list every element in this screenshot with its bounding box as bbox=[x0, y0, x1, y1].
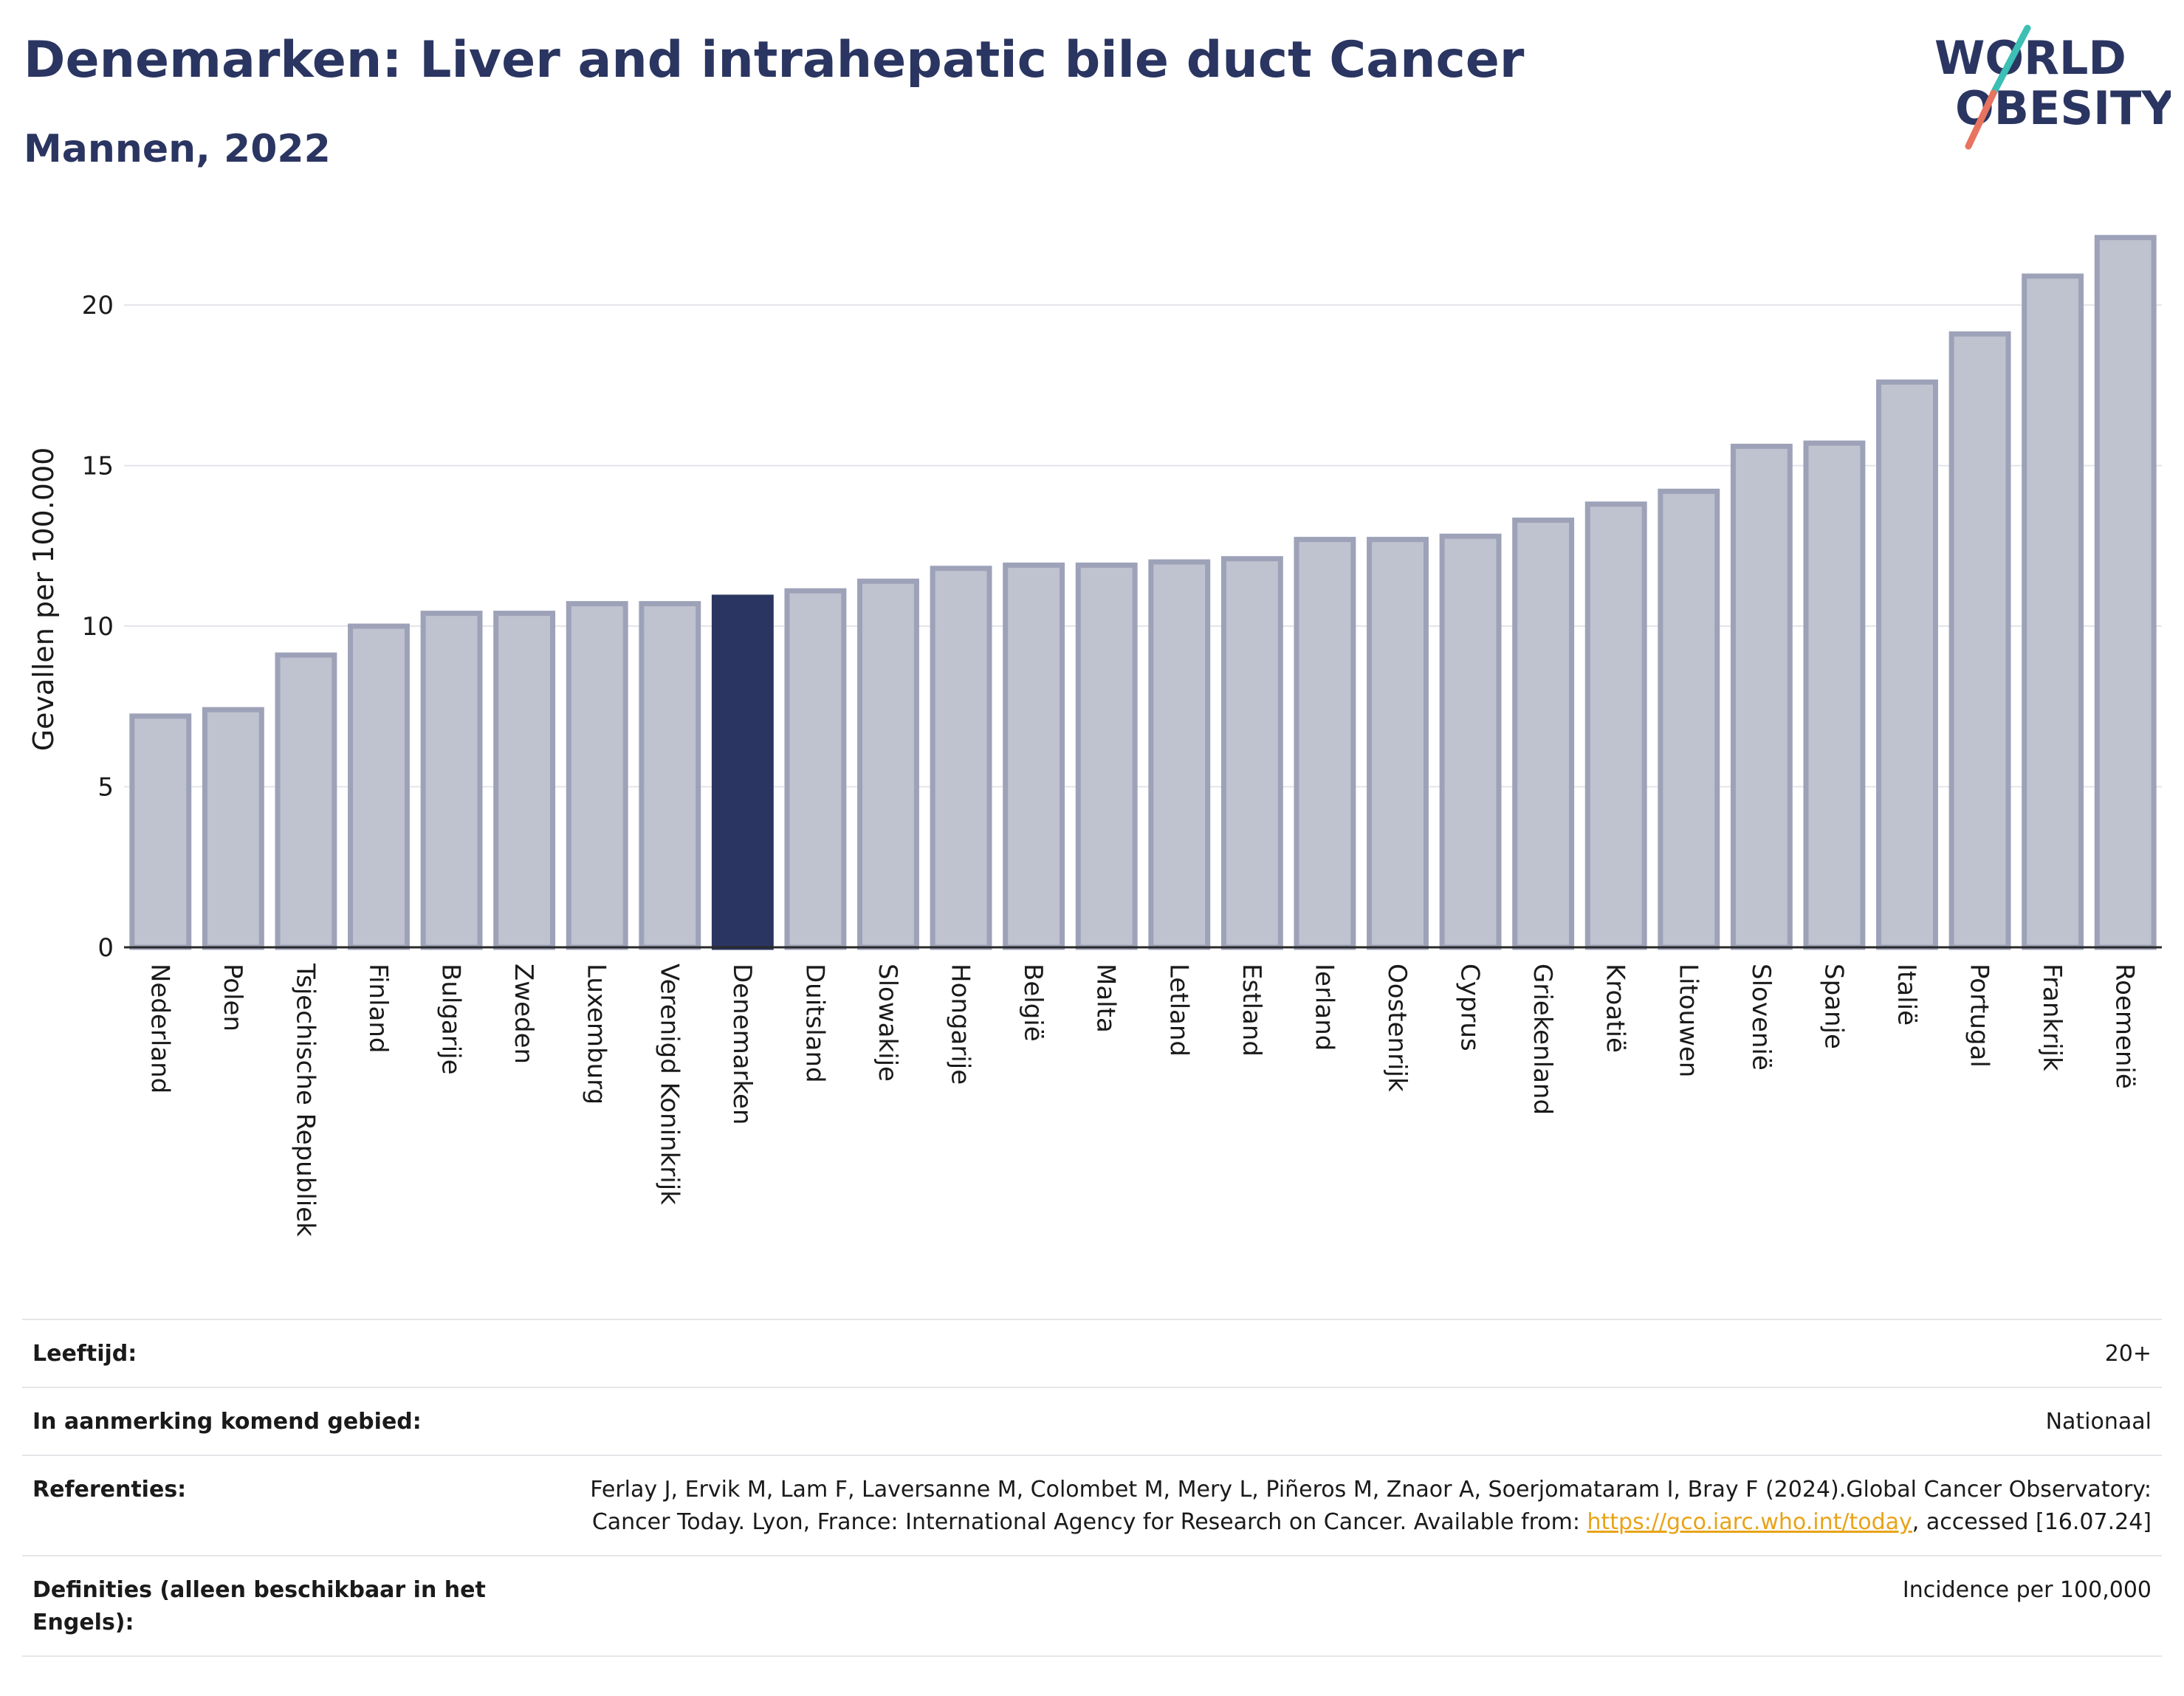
x-tick-label: Bulgarije bbox=[436, 964, 466, 1075]
x-tick-label: België bbox=[1018, 964, 1048, 1042]
info-row-definitions: Definities (alleen beschikbaar in het En… bbox=[22, 1555, 2162, 1657]
bar-italië bbox=[1876, 379, 1938, 950]
references-text-1: Ferlay J, Ervik M, Lam F, Laversanne M, … bbox=[590, 1477, 2152, 1535]
x-tick-label: Oostenrijk bbox=[1382, 964, 1412, 1092]
x-tick-label: Kroatië bbox=[1601, 964, 1630, 1053]
logo-line2: OBESITY bbox=[1955, 81, 2171, 135]
x-tick-label: Slowakije bbox=[873, 964, 902, 1082]
x-tick-label: Duitsland bbox=[800, 964, 829, 1083]
y-tick-label: 5 bbox=[97, 773, 114, 803]
area-label: In aanmerking komend gebied: bbox=[32, 1409, 422, 1435]
x-tick-label: Italië bbox=[1892, 964, 1921, 1026]
bar-chart: 0 5 10 15 20 Nederland Polen Tsjechische Repub… bbox=[27, 235, 2162, 1237]
bar-kroatië bbox=[1584, 501, 1647, 950]
x-tick-label: Luxemburg bbox=[582, 964, 611, 1105]
bar-nederland bbox=[129, 713, 192, 950]
x-tick-label: Ierland bbox=[1309, 964, 1339, 1051]
references-label: Referenties: bbox=[32, 1477, 187, 1503]
y-axis-ticks: 0 5 10 15 20 bbox=[82, 291, 114, 963]
x-tick-label: Verenigd Koninkrijk bbox=[654, 964, 684, 1205]
x-tick-label: Roemenië bbox=[2110, 964, 2140, 1089]
x-tick-label: Portugal bbox=[1965, 964, 1994, 1068]
chart-bars bbox=[129, 235, 2157, 950]
x-axis-ticks: Nederland Polen Tsjechische Republiek Finla… bbox=[145, 963, 2139, 1237]
bar-ierland bbox=[1294, 537, 1356, 950]
bar-spanje bbox=[1803, 440, 1866, 950]
references-link[interactable]: https://gco.iarc.who.int/today bbox=[1587, 1509, 1912, 1535]
info-row-area: In aanmerking komend gebied: Nationaal bbox=[22, 1387, 2162, 1455]
references-value: Ferlay J, Ervik M, Lam F, Laversanne M, … bbox=[542, 1474, 2152, 1539]
definitions-label: Definities (alleen beschikbaar in het En… bbox=[32, 1577, 486, 1635]
references-text-2: , accessed [16.07.24] bbox=[1912, 1509, 2152, 1535]
info-row-age: Leeftijd: 20+ bbox=[22, 1319, 2162, 1387]
y-tick-label: 20 bbox=[82, 291, 114, 320]
bar-belgië bbox=[1003, 562, 1065, 950]
bar-portugal bbox=[1948, 331, 2011, 950]
bar-slovenië bbox=[1730, 443, 1793, 950]
info-row-references: Referenties: Ferlay J, Ervik M, Lam F, L… bbox=[22, 1455, 2162, 1555]
x-tick-label: Denemarken bbox=[727, 964, 757, 1125]
bar-finland bbox=[348, 623, 410, 950]
page-title: Denemarken: Liver and intrahepatic bile … bbox=[24, 31, 1525, 89]
bar-roemenië bbox=[2094, 235, 2157, 950]
y-axis-label: Gevallen per 100.000 bbox=[27, 447, 60, 752]
x-tick-label: Finland bbox=[363, 964, 393, 1054]
bar-cyprus bbox=[1439, 533, 1502, 950]
bar-denemarken bbox=[711, 594, 774, 950]
world-obesity-logo: WORLD OBESITY bbox=[1934, 24, 2171, 150]
bar-luxemburg bbox=[566, 601, 628, 950]
definitions-value: Incidence per 100,000 bbox=[1902, 1577, 2152, 1603]
bar-slowakije bbox=[857, 578, 919, 950]
x-tick-label: Estland bbox=[1237, 964, 1266, 1057]
bar-oostenrijk bbox=[1367, 537, 1429, 950]
x-tick-label: Letland bbox=[1164, 964, 1193, 1057]
bar-frankrijk bbox=[2022, 273, 2084, 950]
y-tick-label: 0 bbox=[97, 933, 114, 963]
x-tick-label: Nederland bbox=[145, 964, 174, 1094]
bar-zweden bbox=[493, 611, 556, 950]
bar-litouwen bbox=[1658, 488, 1720, 950]
bar-duitsland bbox=[784, 588, 847, 950]
bar-tsjechische-republiek bbox=[275, 652, 337, 950]
y-tick-label: 15 bbox=[82, 452, 114, 481]
bar-malta bbox=[1075, 562, 1138, 950]
bar-polen bbox=[202, 707, 264, 950]
bar-estland bbox=[1220, 556, 1283, 950]
x-tick-label: Tsjechische Republiek bbox=[290, 963, 320, 1237]
x-tick-label: Malta bbox=[1091, 964, 1121, 1033]
x-tick-label: Slovenië bbox=[1746, 964, 1776, 1071]
x-tick-label: Litouwen bbox=[1673, 964, 1703, 1077]
bar-letland bbox=[1148, 559, 1211, 950]
x-tick-label: Hongarije bbox=[946, 964, 975, 1085]
age-label: Leeftijd: bbox=[32, 1341, 137, 1367]
logo-slash-teal bbox=[1990, 24, 2031, 97]
y-tick-label: 10 bbox=[82, 612, 114, 642]
x-tick-label: Zweden bbox=[509, 964, 538, 1064]
bar-griekenland bbox=[1512, 518, 1575, 950]
x-tick-label: Griekenland bbox=[1528, 964, 1557, 1115]
x-tick-label: Cyprus bbox=[1455, 964, 1485, 1051]
bar-verenigd-koninkrijk bbox=[639, 601, 701, 950]
x-tick-label: Polen bbox=[218, 964, 247, 1031]
age-value: 20+ bbox=[2104, 1341, 2152, 1367]
info-table: Leeftijd: 20+ In aanmerking komend gebie… bbox=[22, 1319, 2162, 1657]
page-subtitle: Mannen, 2022 bbox=[24, 127, 331, 171]
logo-slash-coral bbox=[1965, 89, 1997, 150]
bar-bulgarije bbox=[420, 611, 483, 950]
x-tick-label: Frankrijk bbox=[2037, 964, 2067, 1071]
bar-hongarije bbox=[930, 566, 992, 950]
logo-line1: WORLD bbox=[1934, 31, 2126, 85]
area-value: Nationaal bbox=[2045, 1409, 2152, 1435]
x-tick-label: Spanje bbox=[1819, 964, 1848, 1049]
